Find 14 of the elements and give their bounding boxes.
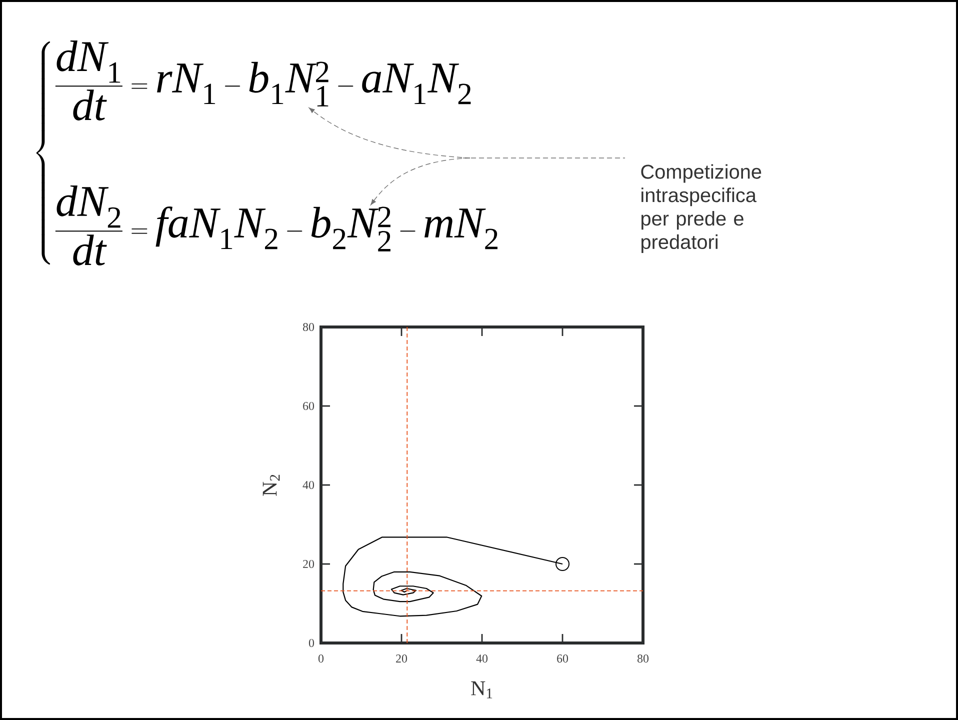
y-tick-label: 60 xyxy=(303,402,314,410)
x-tick-label: 80 xyxy=(637,654,649,663)
x-tick-label: 40 xyxy=(476,654,488,663)
y-tick-label: 80 xyxy=(302,322,314,332)
y-tick-label: 0 xyxy=(308,638,314,648)
y-tick-label: 40 xyxy=(302,480,314,490)
text: Competizione intraspecifica per prede e predatori xyxy=(641,164,762,254)
y-axis-title: N$_{2}$ xyxy=(262,474,280,496)
x-axis-title: N$_{1}$ xyxy=(471,681,492,698)
x-tick-label: 20 xyxy=(396,654,408,663)
y-tick-label: 20 xyxy=(303,560,314,568)
x-tick-label: 0 xyxy=(318,654,324,663)
x-tick-label: 60 xyxy=(557,654,568,663)
text: $\left\{\begin{aligned}&\dfrac{dN_1}{dt}=rN_1-b_1N_1^2-aN_1N_2\\&\dfrac{dN_2}{dt}=faN_1N_2-b_2N_2^2-mN_2\end{aligned}\right.$ xyxy=(36,40,498,266)
